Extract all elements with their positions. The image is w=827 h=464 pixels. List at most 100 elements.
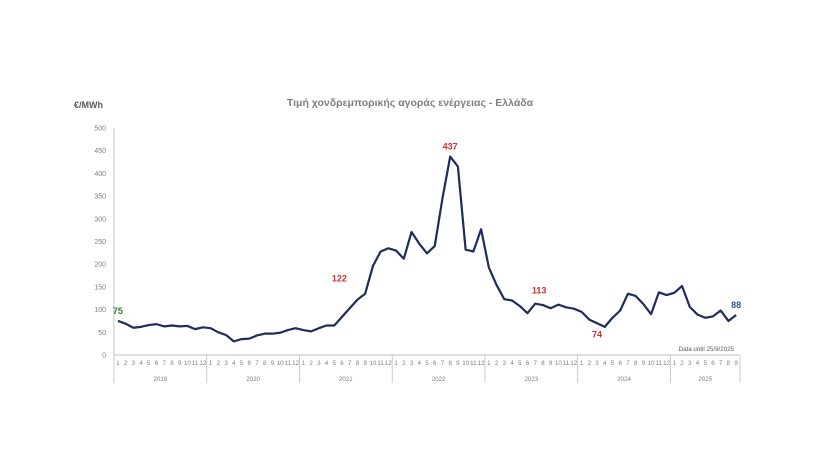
- month-tick-label: 8: [356, 360, 360, 367]
- month-tick-label: 9: [363, 360, 367, 367]
- month-tick-label: 8: [634, 360, 638, 367]
- y-tick-label: 400: [94, 171, 106, 178]
- month-tick-label: 3: [410, 360, 414, 367]
- month-tick-label: 10: [462, 360, 469, 367]
- month-tick-label: 5: [611, 360, 615, 367]
- month-tick-label: 7: [163, 360, 167, 367]
- month-tick-label: 11: [563, 360, 570, 367]
- month-tick-label: 6: [340, 360, 344, 367]
- axes: [113, 128, 740, 356]
- month-tick-label: 11: [470, 360, 477, 367]
- data-label: 74: [592, 329, 602, 339]
- month-tick-label: 2: [495, 360, 499, 367]
- year-label: 2022: [432, 376, 446, 383]
- month-tick-label: 4: [603, 360, 607, 367]
- month-tick-label: 6: [526, 360, 530, 367]
- month-tick-label: 11: [377, 360, 384, 367]
- series-group: [117, 155, 737, 343]
- month-tick-label: 12: [292, 360, 299, 367]
- month-tick-label: 11: [656, 360, 663, 367]
- month-tick-label: 3: [503, 360, 507, 367]
- chart-title: Τιμή χονδρεμπορικής αγοράς ενέργειας - Ε…: [287, 97, 534, 109]
- month-tick-label: 6: [248, 360, 252, 367]
- y-tick-label: 300: [94, 216, 106, 223]
- y-tick-label: 0: [102, 353, 106, 360]
- y-tick-label: 250: [94, 239, 106, 246]
- data-labels: 75 122 437 113 74 88: [113, 142, 741, 340]
- month-tick-label: 8: [541, 360, 545, 367]
- month-tick-label: 12: [478, 360, 485, 367]
- y-tick-label: 50: [98, 330, 106, 337]
- y-tick-label: 100: [94, 307, 106, 314]
- month-tick-label: 12: [570, 360, 577, 367]
- month-tick-label: 2: [217, 360, 221, 367]
- year-label: 2023: [524, 376, 538, 383]
- month-tick-label: 1: [673, 360, 677, 367]
- data-label: 437: [443, 142, 458, 152]
- year-label: 2024: [617, 376, 631, 383]
- month-tick-label: 11: [192, 360, 199, 367]
- month-tick-label: 6: [618, 360, 622, 367]
- month-tick-label: 6: [711, 360, 715, 367]
- y-tick-label: 150: [94, 284, 106, 291]
- month-tick-label: 7: [626, 360, 630, 367]
- month-tick-label: 9: [271, 360, 275, 367]
- month-tick-label: 12: [199, 360, 206, 367]
- month-tick-label: 3: [224, 360, 228, 367]
- month-tick-label: 7: [348, 360, 352, 367]
- month-tick-label: 5: [425, 360, 429, 367]
- month-tick-label: 5: [333, 360, 337, 367]
- month-tick-label: 1: [487, 360, 491, 367]
- month-tick-label: 4: [418, 360, 422, 367]
- month-tick-label: 3: [688, 360, 692, 367]
- y-tick-label: 500: [94, 126, 106, 133]
- month-tick-label: 1: [394, 360, 398, 367]
- month-tick-label: 6: [433, 360, 437, 367]
- year-label: 2019: [153, 376, 167, 383]
- month-tick-label: 10: [648, 360, 655, 367]
- month-tick-label: 9: [642, 360, 646, 367]
- x-axis-year-labels: 2019 2020 2021 2022 2023 2024 2025: [113, 355, 741, 383]
- month-tick-label: 1: [116, 360, 120, 367]
- data-until-note: Data until 25/9/2025: [679, 346, 735, 353]
- month-tick-label: 12: [385, 360, 392, 367]
- month-tick-label: 10: [369, 360, 376, 367]
- month-tick-label: 9: [178, 360, 182, 367]
- month-tick-label: 9: [734, 360, 738, 367]
- month-tick-label: 2: [124, 360, 128, 367]
- data-label: 75: [113, 306, 123, 316]
- month-tick-label: 4: [232, 360, 236, 367]
- price-series-line: [117, 155, 737, 343]
- month-tick-label: 7: [719, 360, 723, 367]
- month-tick-label: 3: [595, 360, 599, 367]
- y-axis-unit-label: €/MWh: [74, 100, 103, 110]
- x-axis-month-ticks: 1 2 3 4 5 6 7 8 9 10 11 12 1 2 3 4 5 6 7 8 9 10 11 12 1 2 3 4 5 6 7 8 9 1…: [116, 360, 738, 367]
- month-tick-label: 10: [277, 360, 284, 367]
- month-tick-label: 12: [663, 360, 670, 367]
- month-tick-label: 5: [240, 360, 244, 367]
- month-tick-label: 8: [727, 360, 731, 367]
- year-label: 2025: [698, 376, 712, 383]
- month-tick-label: 2: [402, 360, 406, 367]
- month-tick-label: 1: [209, 360, 213, 367]
- month-tick-label: 4: [139, 360, 143, 367]
- month-tick-label: 5: [147, 360, 151, 367]
- month-tick-label: 9: [456, 360, 460, 367]
- month-tick-label: 6: [155, 360, 159, 367]
- y-axis-ticks: 0 50 100 150 200 250 300 350 400 450 500: [94, 126, 106, 360]
- month-tick-label: 3: [132, 360, 136, 367]
- month-tick-label: 5: [703, 360, 707, 367]
- month-tick-label: 10: [184, 360, 191, 367]
- month-tick-label: 2: [680, 360, 684, 367]
- month-tick-label: 4: [696, 360, 700, 367]
- month-tick-label: 4: [325, 360, 329, 367]
- month-tick-label: 10: [555, 360, 562, 367]
- month-tick-label: 7: [255, 360, 259, 367]
- month-tick-label: 9: [549, 360, 553, 367]
- data-label: 88: [731, 300, 741, 310]
- month-tick-label: 2: [588, 360, 592, 367]
- month-tick-label: 8: [170, 360, 174, 367]
- month-tick-label: 8: [263, 360, 267, 367]
- data-label: 122: [332, 274, 347, 284]
